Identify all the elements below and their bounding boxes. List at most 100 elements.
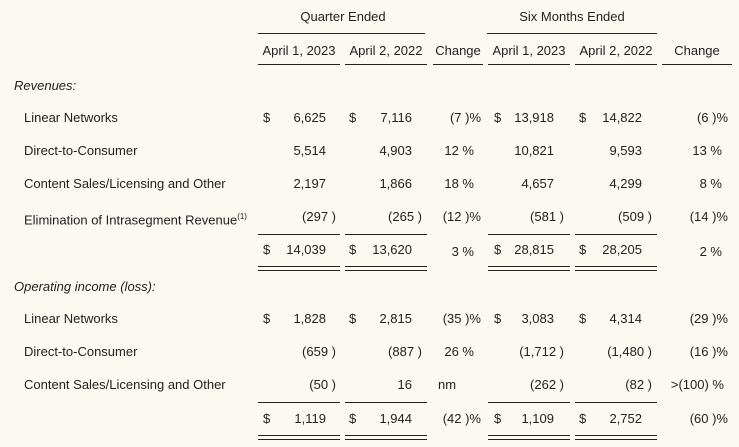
dollar-sign: $: [263, 411, 271, 426]
cell-s-2023: 4,657: [521, 176, 554, 191]
cell-q-2022: (265 ): [388, 209, 422, 224]
header-divider: [258, 33, 425, 34]
cell-s-change: 2 %: [699, 244, 722, 259]
cell-s-2022: (1,480 ): [607, 344, 652, 359]
cell-q-change: 12 %: [444, 143, 474, 158]
subtotal-rule: [258, 234, 340, 235]
col-header-underline: [488, 64, 570, 65]
cell-s-2022: 2,752: [609, 411, 642, 426]
group-header-quarter: Quarter Ended: [300, 9, 386, 24]
cell-q-change: (42 )%: [442, 411, 481, 426]
cell-q-2023: 5,514: [293, 143, 326, 158]
dollar-sign: $: [349, 110, 357, 125]
cell-s-2022: 4,299: [609, 176, 642, 191]
subtotal-rule: [258, 402, 340, 403]
row-label: Content Sales/Licensing and Other: [24, 377, 226, 392]
row-label: Linear Networks: [24, 110, 118, 125]
total-double-rule: [488, 435, 570, 440]
dollar-sign: $: [579, 242, 587, 257]
cell-s-change: >(100) %: [670, 377, 724, 392]
dollar-sign: $: [349, 311, 357, 326]
subtotal-rule: [575, 234, 657, 235]
subtotal-rule: [575, 402, 657, 403]
cell-q-change: (7 )%: [449, 110, 481, 125]
cell-s-change: (60 )%: [689, 411, 728, 426]
footnote-ref: (1): [237, 212, 247, 221]
section-title-revenues: Revenues:: [14, 78, 77, 93]
dollar-sign: $: [579, 411, 587, 426]
col-header-underline: [662, 64, 732, 65]
cell-s-2022: (509 ): [618, 209, 652, 224]
cell-q-2023: 1,828: [293, 311, 326, 326]
cell-s-2022: 4,314: [609, 311, 642, 326]
dollar-sign: $: [494, 311, 502, 326]
cell-q-2023: 14,039: [286, 242, 326, 257]
cell-q-2023: (50 ): [309, 377, 336, 392]
cell-q-change: nm: [438, 377, 457, 392]
col-header-underline: [345, 64, 427, 65]
row-label: Linear Networks: [24, 311, 118, 326]
cell-s-2023: 1,109: [521, 411, 554, 426]
cell-q-change: 3 %: [451, 244, 474, 259]
cell-s-2022: (82 ): [625, 377, 652, 392]
dollar-sign: $: [494, 110, 502, 125]
dollar-sign: $: [579, 110, 587, 125]
col-header-underline: [575, 64, 657, 65]
cell-s-2023: 28,815: [514, 242, 554, 257]
total-double-rule: [258, 266, 340, 271]
col-header: April 1, 2023: [492, 43, 566, 58]
cell-s-change: (16 )%: [689, 344, 728, 359]
subtotal-rule: [488, 402, 570, 403]
cell-q-2022: 1,866: [379, 176, 412, 191]
cell-q-2023: 2,197: [293, 176, 326, 191]
cell-s-2023: (1,712 ): [519, 344, 564, 359]
dollar-sign: $: [349, 411, 357, 426]
section-title-operating: Operating income (loss):: [14, 279, 156, 294]
cell-q-2022: 1,944: [379, 411, 412, 426]
row-label-text: Elimination of Intrasegment Revenue: [24, 212, 238, 228]
total-double-rule: [345, 435, 427, 440]
cell-q-2022: 7,116: [380, 110, 412, 125]
cell-s-change: (29 )%: [689, 311, 728, 326]
group-header-six-months: Six Months Ended: [519, 9, 625, 24]
cell-q-2023: 1,119: [294, 411, 326, 426]
cell-s-change: (14 )%: [689, 209, 728, 224]
cell-q-2023: (659 ): [302, 344, 336, 359]
col-header-underline: [433, 64, 483, 65]
cell-s-change: 13 %: [692, 143, 722, 158]
subtotal-rule: [345, 234, 427, 235]
row-label: Direct-to-Consumer: [24, 143, 138, 158]
cell-q-2023: (297 ): [302, 209, 336, 224]
col-header-underline: [258, 64, 340, 65]
dollar-sign: $: [494, 411, 502, 426]
row-label: Direct-to-Consumer: [24, 344, 138, 359]
dollar-sign: $: [579, 311, 587, 326]
dollar-sign: $: [263, 242, 271, 257]
cell-s-change: (6 )%: [696, 110, 728, 125]
dollar-sign: $: [494, 242, 502, 257]
total-double-rule: [575, 266, 657, 271]
cell-s-2023: 13,918: [514, 110, 554, 125]
dollar-sign: $: [349, 242, 357, 257]
cell-s-2023: 3,083: [521, 311, 554, 326]
row-label: Elimination of Intrasegment Revenue(1): [24, 209, 247, 228]
cell-q-change: 26 %: [444, 344, 474, 359]
cell-s-2022: 28,205: [602, 242, 642, 257]
cell-q-change: (12 )%: [442, 209, 481, 224]
cell-q-2022: 16: [397, 377, 412, 392]
total-double-rule: [345, 266, 427, 271]
cell-s-2022: 14,822: [602, 110, 642, 125]
col-header: April 1, 2023: [262, 43, 336, 58]
total-double-rule: [575, 435, 657, 440]
col-header: April 2, 2022: [579, 43, 653, 58]
cell-q-2022: (887 ): [388, 344, 422, 359]
col-header: Change: [674, 43, 720, 58]
cell-s-2023: (262 ): [530, 377, 564, 392]
col-header: Change: [435, 43, 481, 58]
row-label: Content Sales/Licensing and Other: [24, 176, 226, 191]
cell-s-2023: (581 ): [530, 209, 564, 224]
cell-q-change: (35 )%: [442, 311, 481, 326]
total-double-rule: [488, 266, 570, 271]
dollar-sign: $: [263, 311, 271, 326]
subtotal-rule: [488, 234, 570, 235]
